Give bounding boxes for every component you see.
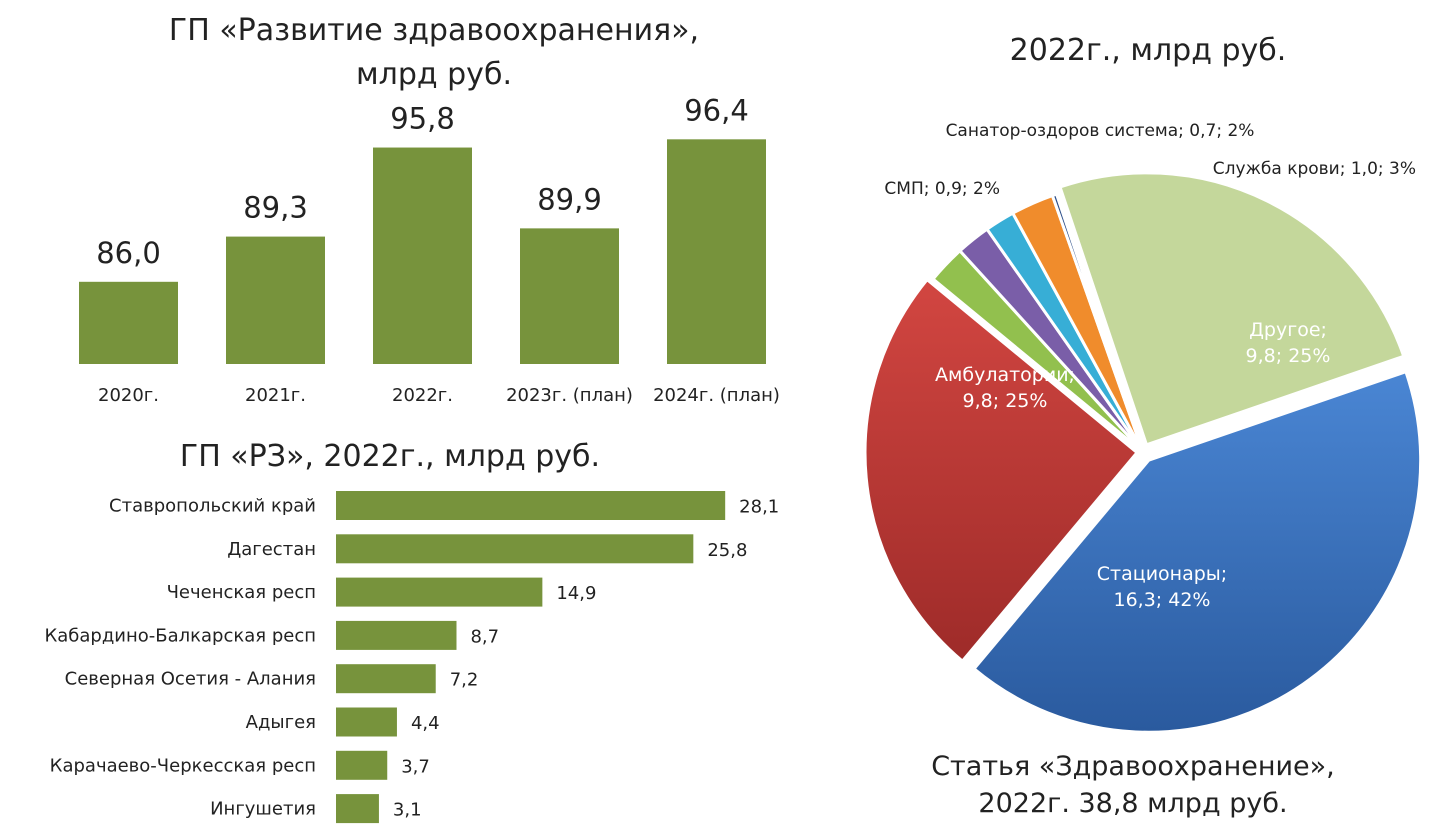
region-label: Ингушетия: [210, 799, 316, 820]
column-category-label: 2023г. (план): [506, 385, 633, 406]
column-value-label: 86,0: [96, 236, 161, 270]
region-bar: [336, 750, 388, 780]
pie-label-stationary: Стационары;: [1097, 563, 1227, 585]
region-label: Ставропольский край: [109, 496, 316, 517]
pie-chart-title: 2022г., млрд руб.: [1010, 33, 1287, 68]
region-value-label: 8,7: [470, 626, 499, 647]
pie-label-ambulatory-value: 9,8; 25%: [963, 390, 1048, 412]
region-bar: [336, 491, 726, 520]
column-chart-title-line2: млрд руб.: [356, 57, 512, 92]
pie-label-smp: СМП; 0,9; 2%: [884, 179, 1000, 199]
region-value-label: 7,2: [450, 670, 479, 691]
region-bar: [336, 664, 436, 694]
pie-slice: [1058, 171, 1406, 447]
pie-slice: [971, 369, 1423, 734]
column-bar: [373, 147, 472, 364]
pie-label-stationary-value: 16,3; 42%: [1114, 589, 1211, 611]
column-category-label: 2022г.: [392, 385, 453, 406]
column-value-label: 89,3: [243, 191, 308, 225]
column-bar: [520, 228, 619, 364]
region-value-label: 3,1: [393, 800, 422, 821]
pie-chart: Стационары; 16,3; 42% Амбулатории; 9,8; 25%…: [863, 121, 1423, 734]
region-bar: [336, 534, 694, 564]
region-bar: [336, 577, 543, 607]
pie-label-ambulatory: Амбулатории;: [935, 364, 1075, 386]
column-value-label: 95,8: [390, 102, 455, 136]
region-bar: [336, 707, 397, 737]
column-chart-title-line1: ГП «Развитие здравоохранения»,: [169, 13, 699, 48]
column-value-label: 96,4: [684, 93, 749, 127]
column-category-label: 2024г. (план): [653, 385, 780, 406]
region-value-label: 14,9: [556, 583, 596, 604]
region-bar: [336, 620, 457, 650]
region-label: Карачаево-Черкесская респ: [50, 755, 316, 776]
pie-label-other: Другое;: [1249, 319, 1327, 341]
column-category-label: 2020г.: [98, 385, 159, 406]
region-value-label: 25,8: [707, 540, 747, 561]
pie-slice: [863, 277, 1140, 664]
column-chart: 86,0 2020г. 89,3 2021г. 95,8 2022г. 89,9 2023г.…: [79, 93, 780, 406]
column-bar: [226, 236, 325, 364]
region-bar-chart: Ставропольский край 28,1 Дагестан 25,8 Чечен…: [44, 491, 779, 824]
region-label: Кабардино-Балкарская респ: [44, 625, 316, 646]
column-bar: [667, 139, 766, 364]
pie-caption-line1: Статья «Здравоохранение»,: [931, 751, 1335, 782]
pie-caption-line2: 2022г. 38,8 млрд руб.: [978, 788, 1287, 819]
column-value-label: 89,9: [537, 182, 602, 216]
column-category-label: 2021г.: [245, 385, 306, 406]
region-chart-title: ГП «РЗ», 2022г., млрд руб.: [180, 439, 600, 474]
region-value-label: 3,7: [401, 756, 430, 777]
region-label: Северная Осетия - Алания: [65, 669, 316, 690]
pie-label-blood-service: Служба крови; 1,0; 3%: [1213, 159, 1416, 179]
region-label: Дагестан: [227, 539, 316, 560]
region-value-label: 28,1: [739, 497, 779, 518]
region-label: Чеченская респ: [167, 582, 316, 603]
pie-label-sanatorium: Санатор-оздоров система; 0,7; 2%: [946, 121, 1255, 141]
region-label: Адыгея: [246, 712, 316, 733]
pie-label-other-value: 9,8; 25%: [1246, 345, 1331, 367]
region-bar: [336, 794, 379, 824]
column-bar: [79, 281, 178, 364]
region-value-label: 4,4: [411, 713, 440, 734]
pie-slice: [1050, 192, 1145, 453]
